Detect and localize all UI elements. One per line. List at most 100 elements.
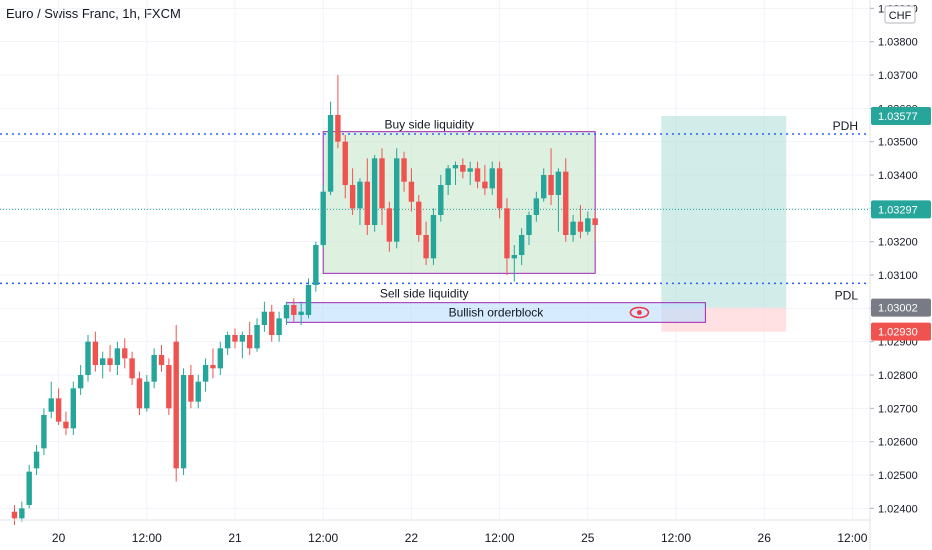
candle-body[interactable] [254, 325, 260, 349]
candle-body[interactable] [496, 168, 503, 209]
candle-body[interactable] [151, 355, 157, 382]
candle-body[interactable] [63, 421, 69, 429]
candle-body[interactable] [114, 348, 121, 365]
candle-body[interactable] [100, 358, 106, 365]
candle-body[interactable] [386, 208, 393, 242]
candle-body[interactable] [26, 471, 32, 505]
candle-body[interactable] [335, 115, 341, 142]
candle-body[interactable] [570, 221, 576, 235]
candle-body[interactable] [70, 388, 76, 429]
candle-body[interactable] [482, 181, 488, 189]
price-tick-label: 1.03200 [878, 237, 918, 249]
candle-body[interactable] [247, 335, 253, 349]
candle-body[interactable] [276, 318, 282, 335]
candle-body[interactable] [563, 171, 569, 235]
target-zone[interactable] [661, 116, 787, 308]
time-tick-label: 26 [758, 531, 772, 545]
candle-body[interactable] [379, 158, 385, 209]
candle-body[interactable] [48, 398, 54, 412]
candle-body[interactable] [202, 365, 209, 382]
candle-body[interactable] [239, 335, 246, 342]
candle-body[interactable] [313, 245, 319, 285]
price-tick-label: 1.02500 [878, 470, 918, 482]
candle-body[interactable] [305, 285, 312, 315]
symbol-title[interactable]: Euro / Swiss Franc, 1h, FXCM [6, 6, 181, 21]
candle-body[interactable] [85, 341, 91, 375]
pdh-label: PDH [833, 119, 858, 133]
candle-body[interactable] [298, 311, 304, 315]
price-tick-label: 1.03700 [878, 70, 918, 82]
candle-body[interactable] [261, 311, 268, 325]
currency-box[interactable] [884, 5, 916, 24]
candle-body[interactable] [371, 158, 378, 225]
candle-body[interactable] [460, 165, 466, 172]
buy-side-liquidity-label: Buy side liquidity [384, 118, 473, 132]
liquidity-range-box[interactable] [322, 131, 596, 274]
currency-label: CHF [889, 10, 912, 22]
candle-body[interactable] [555, 171, 562, 195]
eye-icon[interactable] [629, 306, 650, 319]
time-tick-label: 12:00 [837, 531, 867, 545]
candle-body[interactable] [144, 381, 150, 409]
price-tick-label: 1.03500 [878, 137, 918, 149]
candle-body[interactable] [180, 375, 187, 469]
candle-body[interactable] [364, 181, 370, 225]
candle-body[interactable] [474, 168, 481, 182]
candle-body[interactable] [349, 185, 356, 209]
candle-body[interactable] [11, 511, 18, 519]
candle-body[interactable] [210, 365, 216, 369]
candle-body[interactable] [55, 398, 62, 422]
price-badge-label: 1.02930 [878, 327, 918, 339]
candle-body[interactable] [217, 348, 223, 369]
candle-body[interactable] [394, 158, 400, 242]
candle-body[interactable] [452, 165, 459, 169]
candle-body[interactable] [232, 335, 238, 342]
candle-body[interactable] [533, 198, 540, 215]
candle-body[interactable] [342, 141, 348, 185]
candle-body[interactable] [129, 358, 135, 379]
candle-body[interactable] [548, 175, 554, 195]
candle-body[interactable] [188, 375, 194, 402]
candle-body[interactable] [107, 358, 113, 365]
candle-body[interactable] [166, 365, 172, 409]
candle-body[interactable] [291, 305, 297, 315]
candle-body[interactable] [518, 235, 525, 255]
candle-body[interactable] [224, 335, 231, 349]
time-tick-label: 25 [581, 531, 595, 545]
candle-body[interactable] [269, 311, 275, 335]
candle-body[interactable] [408, 181, 415, 202]
candle-body[interactable] [504, 208, 510, 259]
candle-body[interactable] [283, 305, 290, 319]
time-tick-label: 12:00 [661, 531, 691, 545]
candle-body[interactable] [416, 201, 422, 235]
candle-body[interactable] [77, 375, 84, 389]
price-tick-label: 1.03100 [878, 270, 918, 282]
candle-body[interactable] [430, 215, 437, 259]
candle-body[interactable] [526, 215, 532, 235]
candle-body[interactable] [158, 355, 165, 365]
candle-body[interactable] [136, 378, 143, 409]
candle-body[interactable] [33, 451, 40, 469]
candle-body[interactable] [592, 218, 598, 225]
candle-body[interactable] [173, 341, 179, 469]
sell-side-liquidity-label: Sell side liquidity [380, 286, 469, 300]
candle-body[interactable] [401, 158, 407, 182]
candle-body[interactable] [467, 168, 473, 172]
candle-body[interactable] [320, 191, 326, 245]
candle-body[interactable] [585, 218, 591, 232]
candle-body[interactable] [41, 415, 47, 449]
candle-body[interactable] [438, 185, 444, 215]
candle-body[interactable] [541, 175, 547, 199]
candle-body[interactable] [489, 168, 495, 189]
candle-body[interactable] [445, 168, 451, 185]
candle-body[interactable] [511, 255, 517, 259]
candle-body[interactable] [122, 348, 128, 359]
candle-body[interactable] [19, 508, 25, 519]
candle-body[interactable] [195, 381, 201, 402]
candle-body[interactable] [92, 341, 99, 365]
candle-body[interactable] [577, 221, 584, 232]
candle-body[interactable] [327, 115, 334, 192]
candle-body[interactable] [357, 181, 363, 209]
candle-body[interactable] [423, 235, 429, 259]
